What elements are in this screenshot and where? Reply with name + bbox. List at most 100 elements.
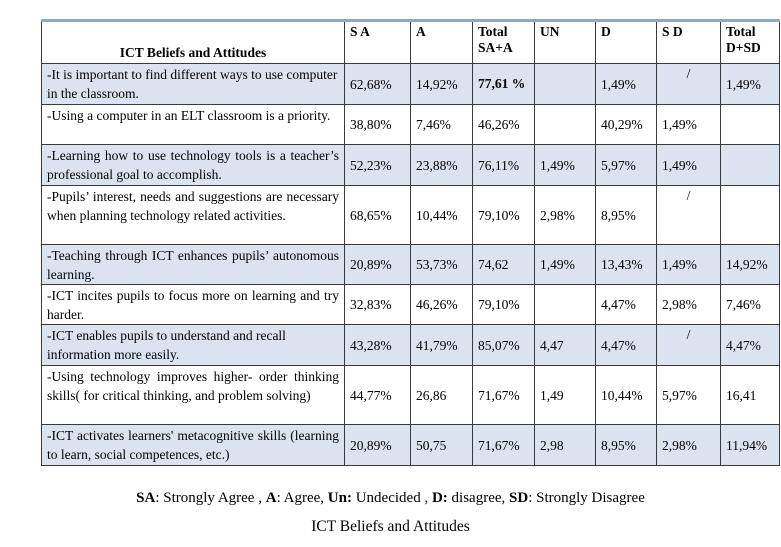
statement-text: -It is important to find different ways … xyxy=(47,67,338,101)
total-disagree-cell: 1,49% xyxy=(720,63,780,105)
legend-un-abbr: Un: xyxy=(327,490,352,506)
un-cell: 1,49% xyxy=(534,244,596,285)
un-cell xyxy=(534,104,596,145)
total-agree-cell: 77,61 % xyxy=(472,63,535,105)
a-cell: 10,44% xyxy=(410,185,473,245)
legend-a-text: : Agree, xyxy=(276,490,328,506)
a-cell: 50,75 xyxy=(410,424,473,466)
total-agree-cell: 76,11% xyxy=(472,144,535,186)
un-cell: 1,49% xyxy=(534,144,596,186)
legend-d-abbr: D: xyxy=(431,490,448,506)
un-cell: 1,49 xyxy=(534,365,596,425)
un-cell: 4,47 xyxy=(534,324,596,366)
header-sa: S A xyxy=(344,19,411,64)
table-row: -Using a computer in an ELT classroom is… xyxy=(41,104,780,145)
statement-cell: -Using a computer in an ELT classroom is… xyxy=(41,104,345,145)
header-a: A xyxy=(410,19,473,64)
sd-cell: 5,97% xyxy=(656,365,721,425)
d-cell: 1,49% xyxy=(595,63,657,105)
d-cell: 4,47% xyxy=(595,324,657,366)
total-agree-cell: 74,62 xyxy=(472,244,535,285)
table-row: -Using technology improves higher- order… xyxy=(41,365,780,425)
table-row: -Learning how to use technology tools is… xyxy=(41,144,780,186)
d-cell: 10,44% xyxy=(595,365,657,425)
table-row: -Pupils’ interest, needs and suggestions… xyxy=(41,185,780,245)
un-cell xyxy=(534,63,596,105)
sd-cell: / xyxy=(656,324,721,366)
statement-cell: -Using technology improves higher- order… xyxy=(41,365,345,425)
total-agree-cell: 79,10% xyxy=(472,284,535,325)
header-total-disagree-line2: D+SD xyxy=(726,40,761,55)
header-d: D xyxy=(595,19,657,64)
total-disagree-cell: 14,92% xyxy=(720,244,780,285)
sa-cell: 32,83% xyxy=(344,284,411,325)
header-total-disagree: Total D+SD xyxy=(720,19,780,64)
a-cell: 14,92% xyxy=(410,63,473,105)
total-disagree-cell: 11,94% xyxy=(720,424,780,466)
header-total-agree: Total SA+A xyxy=(472,19,535,64)
a-cell: 23,88% xyxy=(410,144,473,186)
legend-un-text: Undecided , xyxy=(351,490,432,506)
d-cell: 5,97% xyxy=(595,144,657,186)
sd-cell: / xyxy=(656,185,721,245)
header-sd: S D xyxy=(656,19,721,64)
a-cell: 41,79% xyxy=(410,324,473,366)
sd-cell: 1,49% xyxy=(656,244,721,285)
legend-sd-abbr: SD xyxy=(509,490,529,506)
sd-cell: 1,49% xyxy=(656,144,721,186)
sa-cell: 52,23% xyxy=(344,144,411,186)
un-cell xyxy=(534,284,596,325)
total-agree-cell: 46,26% xyxy=(472,104,535,145)
legend-sa-abbr: SA xyxy=(136,490,156,506)
sa-cell: 62,68% xyxy=(344,63,411,105)
total-disagree-cell: 16,41 xyxy=(720,365,780,425)
table-caption: ICT Beliefs and Attitudes xyxy=(311,518,470,535)
table-row: -ICT activates learners' metacognitive s… xyxy=(41,424,780,466)
d-cell: 8,95% xyxy=(595,424,657,466)
sa-cell: 44,77% xyxy=(344,365,411,425)
statement-cell: -ICT activates learners' metacognitive s… xyxy=(41,424,345,466)
statement-cell: -It is important to find different ways … xyxy=(41,63,345,105)
sa-cell: 20,89% xyxy=(344,424,411,466)
a-cell: 26,86 xyxy=(410,365,473,425)
total-agree-cell: 71,67% xyxy=(472,424,535,466)
sd-cell: / xyxy=(656,63,721,105)
header-statement: ICT Beliefs and Attitudes xyxy=(41,19,345,64)
sa-cell: 68,65% xyxy=(344,185,411,245)
a-cell: 53,73% xyxy=(410,244,473,285)
sd-cell: 1,49% xyxy=(656,104,721,145)
statement-cell: -ICT enables pupils to understand and re… xyxy=(41,324,345,366)
d-cell: 8,95% xyxy=(595,185,657,245)
sa-cell: 38,80% xyxy=(344,104,411,145)
un-cell: 2,98 xyxy=(534,424,596,466)
legend-sa-text: : Strongly Agree , xyxy=(155,490,266,506)
total-disagree-cell: 4,47% xyxy=(720,324,780,366)
sa-cell: 20,89% xyxy=(344,244,411,285)
ict-beliefs-table: ICT Beliefs and Attitudes S A A Total SA+… xyxy=(41,19,780,466)
table-row: -Teaching through ICT enhances pupils’ a… xyxy=(41,244,780,285)
statement-cell: -Learning how to use technology tools is… xyxy=(41,144,345,186)
header-row: ICT Beliefs and Attitudes S A A Total SA+… xyxy=(41,19,780,64)
a-cell: 7,46% xyxy=(410,104,473,145)
total-agree-cell: 85,07% xyxy=(472,324,535,366)
header-total-agree-line1: Total xyxy=(478,24,508,39)
a-cell: 46,26% xyxy=(410,284,473,325)
total-agree-cell: 71,67% xyxy=(472,365,535,425)
d-cell: 40,29% xyxy=(595,104,657,145)
total-agree-cell: 79,10% xyxy=(472,185,535,245)
header-total-disagree-line1: Total xyxy=(726,24,756,39)
legend-a-abbr: A xyxy=(265,490,277,506)
statement-cell: -Pupils’ interest, needs and suggestions… xyxy=(41,185,345,245)
sd-cell: 2,98% xyxy=(656,424,721,466)
statement-cell: -ICT incites pupils to focus more on lea… xyxy=(41,284,345,325)
header-un: UN xyxy=(534,19,596,64)
d-cell: 4,47% xyxy=(595,284,657,325)
abbreviation-legend: SA: Strongly Agree , A: Agree, Un: Undec… xyxy=(0,488,781,508)
total-disagree-cell xyxy=(720,185,780,245)
un-cell: 2,98% xyxy=(534,185,596,245)
total-disagree-cell xyxy=(720,144,780,186)
table-row: -ICT incites pupils to focus more on lea… xyxy=(41,284,780,325)
total-disagree-cell: 7,46% xyxy=(720,284,780,325)
sa-cell: 43,28% xyxy=(344,324,411,366)
legend-sd-text: : Strongly Disagree xyxy=(528,490,645,506)
